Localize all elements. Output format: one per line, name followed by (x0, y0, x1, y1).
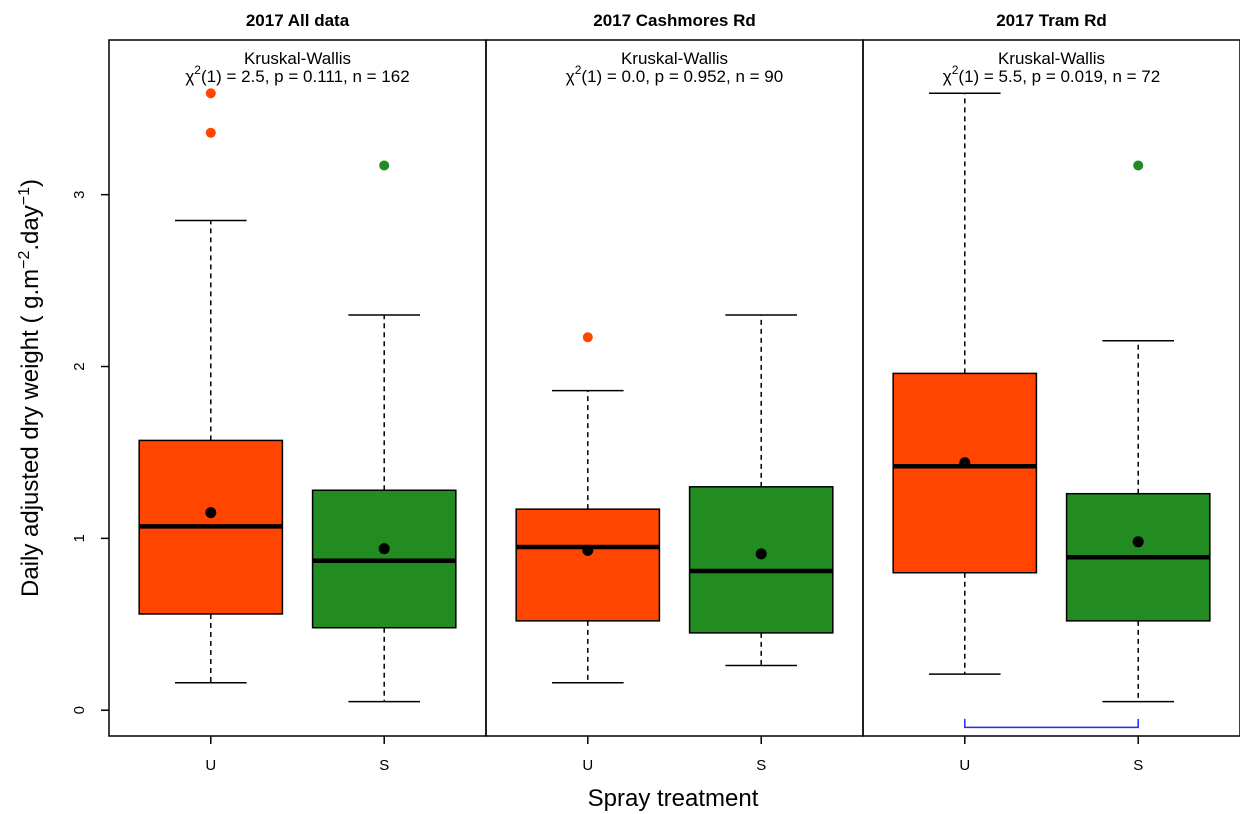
stat-chi: χ (566, 67, 575, 86)
y-axis: 0 1 2 3 (71, 190, 109, 714)
box-S (1065, 160, 1211, 703)
stat-values: (1) = 5.5, p = 0.019, n = 72 (958, 67, 1160, 86)
x-tick-label: U (205, 757, 216, 774)
y-axis-title-sup2: −1 (16, 187, 33, 205)
test-name: Kruskal-Wallis (998, 49, 1105, 68)
stat-values: (1) = 0.0, p = 0.952, n = 90 (581, 67, 783, 86)
panel-frame (108, 39, 487, 737)
y-tick-label: 0 (71, 706, 88, 714)
y-tick-label: 3 (71, 190, 88, 198)
stat-values: (1) = 2.5, p = 0.111, n = 162 (201, 67, 410, 86)
outlier-point (205, 127, 216, 138)
stat-superscript: 2 (194, 63, 201, 77)
significance-bracket (964, 718, 1139, 729)
test-statistic: χ2(1) = 0.0, p = 0.952, n = 90 (566, 63, 783, 86)
mean-point (582, 544, 594, 556)
iqr-box (688, 486, 834, 634)
outlier-point (379, 160, 390, 171)
box-S (688, 314, 834, 667)
x-axis-title: Spray treatment (588, 785, 759, 812)
test-statistic: χ2(1) = 5.5, p = 0.019, n = 72 (943, 63, 1160, 86)
box-U (892, 92, 1038, 675)
stat-chi: χ (185, 67, 194, 86)
x-tick-label: S (379, 757, 389, 774)
box-U (138, 88, 284, 684)
y-axis-title: Daily adjusted dry weight ( g.m−2.day−1) (16, 179, 44, 597)
panel-title: 2017 All data (246, 11, 350, 30)
test-statistic: χ2(1) = 2.5, p = 0.111, n = 162 (185, 63, 409, 86)
mean-point (1132, 536, 1144, 548)
test-name: Kruskal-Wallis (244, 49, 351, 68)
mean-point (755, 548, 767, 560)
mean-point (378, 543, 390, 555)
iqr-box (515, 508, 661, 622)
x-tick-label: U (582, 757, 593, 774)
y-axis-title-mid: .day (17, 205, 44, 250)
y-axis-title-main: Daily adjusted dry weight ( g.m (17, 269, 44, 597)
mean-point (959, 457, 971, 469)
box-U (515, 332, 661, 684)
y-axis-title-end: ) (17, 179, 44, 187)
iqr-box (892, 372, 1038, 574)
x-tick-label: S (1133, 757, 1143, 774)
y-tick-label: 1 (71, 534, 88, 542)
outlier-point (582, 332, 593, 343)
panel-title: 2017 Cashmores Rd (593, 11, 756, 30)
y-tick-label: 2 (71, 362, 88, 370)
outlier-point (205, 88, 216, 99)
x-tick-label: U (959, 757, 970, 774)
test-name: Kruskal-Wallis (621, 49, 728, 68)
mean-point (205, 507, 217, 519)
stat-chi: χ (943, 67, 952, 86)
box-S (311, 160, 457, 703)
x-tick-label: S (756, 757, 766, 774)
outlier-point (1133, 160, 1144, 171)
panel-frame (862, 39, 1240, 737)
stat-superscript: 2 (575, 63, 582, 77)
y-axis-title-sup1: −2 (16, 251, 33, 269)
stat-superscript: 2 (952, 63, 959, 77)
panel-title: 2017 Tram Rd (996, 11, 1107, 30)
